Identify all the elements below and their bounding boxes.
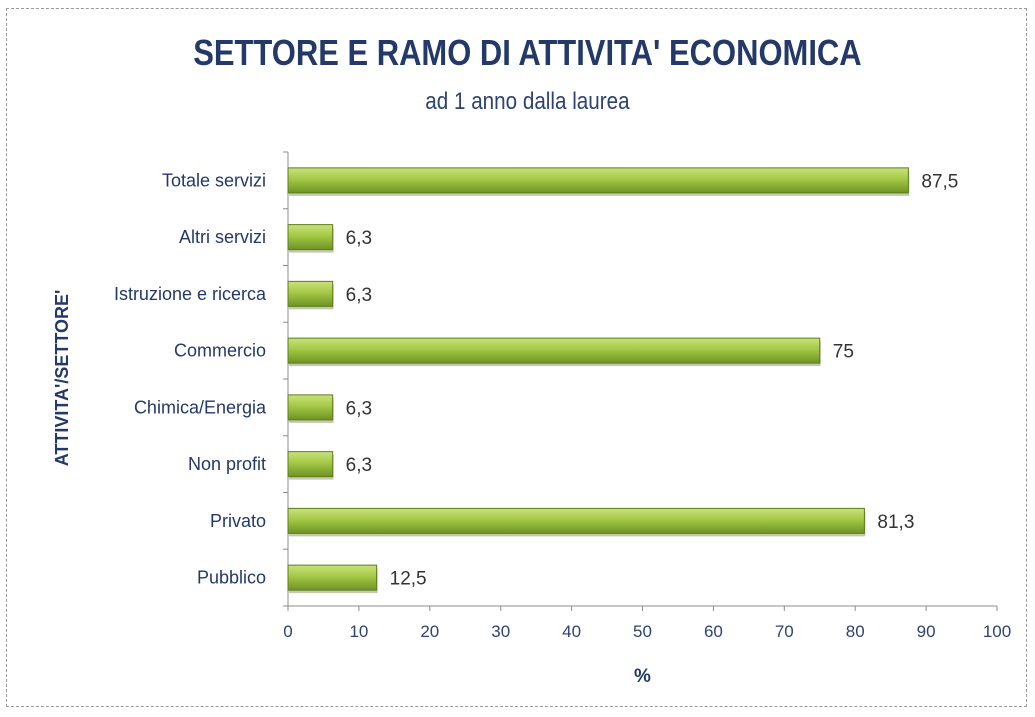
x-tick-label: 30: [491, 622, 510, 641]
chart-frame: [6, 8, 1027, 707]
x-tick-label: 50: [633, 622, 652, 641]
category-label: Totale servizi: [162, 170, 266, 190]
data-label: 6,3: [346, 228, 372, 249]
bar: [287, 564, 378, 591]
data-label: 81,3: [877, 512, 914, 533]
data-label: 6,3: [346, 455, 372, 476]
x-tick-label: 90: [917, 622, 936, 641]
chart-title: SETTORE E RAMO DI ATTIVITA' ECONOMICA: [193, 32, 862, 73]
x-tick-label: 0: [283, 622, 292, 641]
bar: [287, 337, 821, 364]
y-axis-title: ATTIVITA'/SETTORE': [52, 290, 72, 467]
bar: [287, 507, 865, 534]
data-label: 12,5: [390, 569, 427, 590]
bar: [287, 167, 909, 194]
bar: [287, 224, 334, 251]
bar: [287, 280, 334, 307]
category-label: Altri servizi: [179, 227, 266, 247]
category-label: Chimica/Energia: [134, 397, 267, 417]
x-tick-label: 10: [349, 622, 368, 641]
bar: [287, 394, 334, 421]
category-label: Privato: [210, 511, 266, 531]
category-label: Non profit: [188, 454, 266, 474]
data-label: 87,5: [921, 171, 958, 192]
chart-subtitle: ad 1 anno dalla laurea: [425, 88, 630, 115]
bar: [287, 451, 334, 478]
x-tick-label: 80: [846, 622, 865, 641]
category-label: Commercio: [174, 341, 266, 361]
data-label: 75: [833, 342, 854, 363]
category-label: Istruzione e ricerca: [114, 284, 267, 304]
x-axis-title: %: [634, 666, 651, 687]
x-tick-label: 100: [983, 622, 1011, 641]
category-label: Pubblico: [197, 568, 266, 588]
x-tick-label: 20: [420, 622, 439, 641]
x-tick-label: 40: [562, 622, 581, 641]
data-label: 6,3: [346, 398, 372, 419]
x-tick-label: 70: [775, 622, 794, 641]
x-tick-label: 60: [704, 622, 723, 641]
data-label: 6,3: [346, 285, 372, 306]
